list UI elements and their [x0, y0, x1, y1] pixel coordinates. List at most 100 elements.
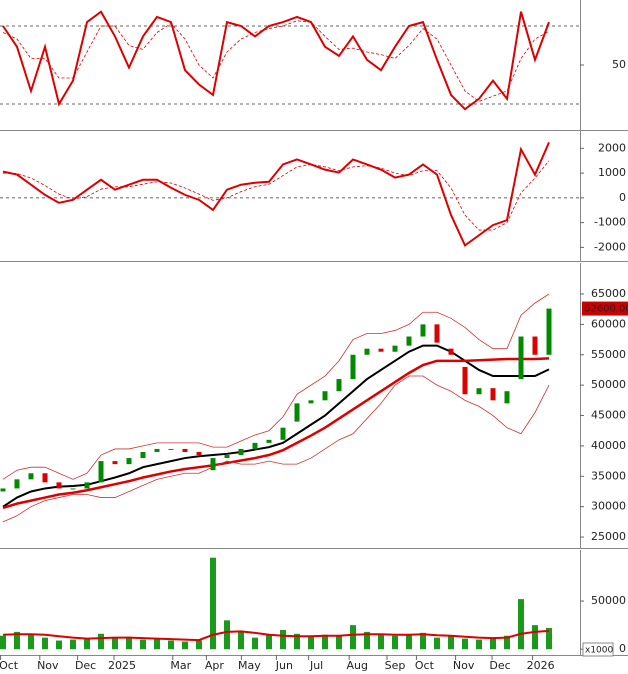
candle — [112, 461, 118, 465]
volume-bar — [28, 634, 34, 650]
volume-bar — [406, 634, 412, 650]
last-price-box — [582, 301, 628, 316]
candle — [196, 451, 202, 456]
x-tick-label: Dec — [489, 659, 510, 672]
y-tick-label: 65000 — [591, 287, 626, 300]
unit-box — [582, 642, 614, 657]
x-tick-label: 2026 — [527, 659, 555, 672]
volume-bar — [504, 635, 510, 650]
volume-bar — [350, 625, 356, 650]
y-tick-label: 2000 — [598, 141, 626, 154]
volume-bar — [84, 638, 90, 650]
candle — [532, 336, 538, 355]
y-tick-label: -1000 — [594, 216, 626, 229]
series-line — [2, 293, 550, 480]
candle — [126, 458, 132, 465]
series-line — [2, 10, 550, 111]
volume-bar — [42, 637, 48, 650]
x-tick-label: May — [238, 659, 261, 672]
candle — [336, 379, 342, 392]
candle — [490, 388, 496, 401]
candle — [420, 324, 426, 337]
y-tick-label: 45000 — [591, 409, 626, 422]
x-tick-label: Jun — [275, 659, 293, 672]
candle — [392, 345, 398, 352]
candle — [224, 455, 230, 459]
candle — [462, 366, 468, 395]
volume-bar — [154, 638, 160, 650]
volume-bar — [210, 557, 216, 650]
series-line — [2, 20, 550, 102]
candle — [280, 427, 286, 440]
candle — [182, 448, 188, 452]
y-tick-label: 50 — [612, 58, 626, 71]
volume-bar — [280, 629, 286, 650]
volume-bar — [98, 633, 104, 650]
y-tick-label: 50000 — [591, 378, 626, 391]
candle — [294, 403, 300, 422]
x-tick-label: Oct — [0, 659, 19, 672]
volume-bar — [56, 640, 62, 650]
y-tick-label: 35000 — [591, 469, 626, 482]
candle — [70, 488, 76, 490]
candle — [98, 461, 104, 483]
volume-bar — [532, 625, 538, 650]
candle — [378, 348, 384, 352]
volume-bar — [378, 633, 384, 650]
volume-bar — [140, 639, 146, 650]
candle — [168, 448, 174, 450]
volume-bar — [0, 635, 6, 650]
candle — [140, 451, 146, 459]
candle — [448, 348, 454, 355]
volume-bar — [336, 635, 342, 650]
volume-bar — [238, 631, 244, 650]
volume-bar — [420, 632, 426, 650]
volume-bar — [308, 635, 314, 650]
x-tick-label: Aug — [346, 659, 367, 672]
series-line — [2, 375, 550, 523]
volume-bar — [196, 640, 202, 650]
x-tick-label: Nov — [37, 659, 59, 672]
volume-bar — [294, 633, 300, 650]
volume-bar — [182, 641, 188, 650]
volume-bar — [14, 631, 20, 650]
volume-bar — [490, 637, 496, 650]
y-tick-label: 0 — [619, 191, 626, 204]
volume-bar — [168, 640, 174, 650]
candle — [434, 324, 440, 343]
candle — [266, 439, 272, 443]
y-tick-label: 55000 — [591, 348, 626, 361]
y-tick-label: 40000 — [591, 439, 626, 452]
candle — [252, 442, 258, 449]
y-tick-label: 0 — [619, 642, 626, 655]
candle — [210, 458, 216, 471]
candle — [364, 348, 370, 355]
candle — [0, 488, 6, 492]
x-tick-label: 2025 — [108, 659, 136, 672]
y-tick-label: 60000 — [591, 317, 626, 330]
x-tick-label: Apr — [205, 659, 225, 672]
series-line — [2, 141, 550, 247]
x-tick-label: Nov — [453, 659, 475, 672]
volume-bar — [224, 620, 230, 650]
volume-bar — [462, 638, 468, 650]
volume-bar — [546, 628, 552, 650]
unit-label: x1000 — [585, 646, 614, 656]
y-tick-label: -2000 — [594, 240, 626, 253]
candle — [238, 448, 244, 456]
candle — [546, 308, 552, 355]
candle — [406, 336, 412, 346]
volume-bar — [476, 639, 482, 650]
candle — [350, 354, 356, 380]
last-price-label: 62600.00 — [584, 304, 628, 315]
candle — [84, 482, 90, 489]
volume-bar — [518, 599, 524, 650]
candle — [308, 400, 314, 404]
x-tick-label: Mar — [170, 659, 191, 672]
x-tick-label: Jul — [309, 659, 323, 672]
y-tick-label: 30000 — [591, 500, 626, 513]
volume-bar — [448, 635, 454, 650]
volume-bar — [126, 636, 132, 650]
volume-bar — [392, 635, 398, 650]
